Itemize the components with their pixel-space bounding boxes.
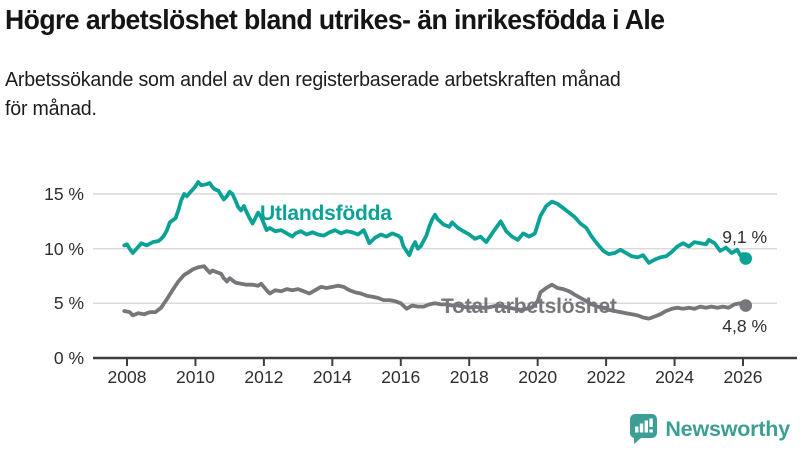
bar-chart-speech-bubble-icon [630,414,658,444]
x-tick-label: 2008 [107,367,147,387]
end-value-total-arbetsloshet: 4,8 % [722,316,767,336]
series-line [122,180,748,265]
x-tick-label: 2014 [312,367,352,387]
x-tick-label: 2018 [449,367,489,387]
x-tick-label: 2022 [586,367,626,387]
series-label-utlandsfodda: Utlandsfödda [260,202,392,225]
newsworthy-logo[interactable]: Newsworthy [630,414,790,444]
x-tick-label: 2020 [518,367,558,387]
chart-title: Högre arbetslöshet bland utrikes- än inr… [5,4,665,35]
series-label-total-arbetsloshet: Total arbetslöshet [441,295,617,318]
newsworthy-wordmark: Newsworthy [665,416,790,441]
y-tick-label: 10 % [44,238,84,259]
series-line [122,264,748,321]
x-tick-label: 2010 [175,367,215,387]
y-tick-label: 15 % [44,184,84,204]
y-tick-label: 0 % [53,348,84,368]
chart-subtitle-line2: för månad. [5,98,97,120]
chart-subtitle-line1: Arbetssökande som andel av den registerb… [5,69,621,91]
x-tick-label: 2026 [723,367,763,387]
chart-subtitle: Arbetssökande som andel av den registerb… [5,66,621,124]
series-end-dot [739,299,753,312]
end-value-utlandsfodda: 9,1 % [722,227,767,247]
series-end-dot [739,252,753,265]
x-tick-label: 2024 [655,367,695,387]
x-tick-label: 2016 [381,367,421,387]
x-tick-label: 2012 [244,367,284,387]
y-tick-label: 5 % [53,293,84,314]
